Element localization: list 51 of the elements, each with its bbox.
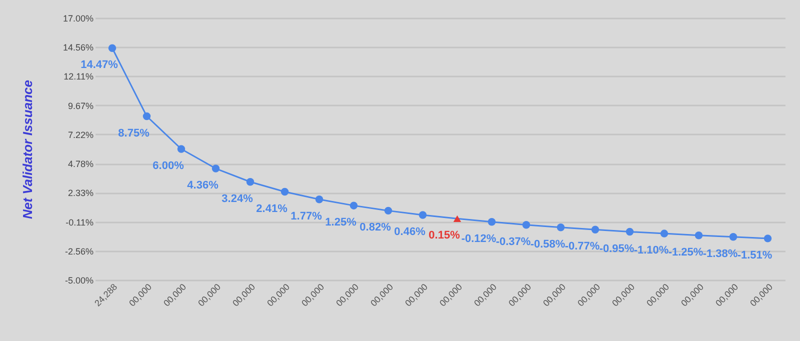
point [177, 145, 186, 153]
point [694, 231, 703, 240]
point [280, 188, 289, 196]
point [591, 226, 600, 234]
point [522, 220, 530, 229]
point [488, 218, 496, 226]
data-label: -1.25% [668, 246, 704, 258]
data-label: -0.95% [599, 242, 634, 255]
point [660, 230, 668, 238]
y-tick-label: 17.00% [62, 14, 94, 24]
data-label: -1.10% [634, 244, 669, 257]
point [246, 178, 254, 186]
point [212, 164, 220, 172]
point [729, 233, 738, 241]
data-label: -1.38% [702, 248, 738, 260]
data-label: -0.12% [461, 232, 496, 245]
data-label: -0.77% [564, 240, 600, 253]
data-label: 14.47% [80, 59, 118, 72]
data-label: 1.25% [325, 216, 357, 229]
y-tick-label: -0.11% [66, 217, 94, 228]
data-label: 8.75% [118, 127, 150, 140]
data-label: -0.58% [530, 238, 566, 250]
point [626, 228, 634, 236]
point [453, 215, 462, 222]
y-tick-label: 7.22% [68, 130, 94, 140]
data-label: 4.36% [187, 180, 219, 192]
data-label: 0.82% [360, 222, 392, 234]
y-tick-label: 4.78% [68, 159, 94, 170]
point [142, 112, 151, 120]
data-label: 3.24% [222, 192, 254, 205]
point [418, 211, 427, 219]
data-label: 6.00% [152, 160, 184, 172]
point [764, 234, 772, 242]
y-tick-label: 2.33% [68, 188, 94, 198]
point [384, 206, 392, 215]
point [315, 196, 324, 204]
y-tick-label: -5.00% [64, 276, 94, 286]
point [108, 44, 116, 52]
data-label: 0.15% [428, 230, 460, 242]
data-label: 2.41% [256, 202, 288, 215]
data-label: -0.37% [496, 236, 531, 248]
y-tick-label: 14.56% [62, 42, 94, 53]
point [350, 202, 358, 210]
y-tick-label: 9.67% [68, 100, 94, 111]
point [556, 223, 565, 232]
y-tick-label: 12.11% [64, 72, 94, 82]
y-axis-title: Net Validator Issuance [20, 80, 35, 219]
y-tick-label: -2.56% [64, 246, 94, 256]
data-label: 0.46% [394, 226, 426, 238]
data-label: -1.51% [737, 249, 772, 262]
data-label: 1.77% [290, 210, 322, 222]
